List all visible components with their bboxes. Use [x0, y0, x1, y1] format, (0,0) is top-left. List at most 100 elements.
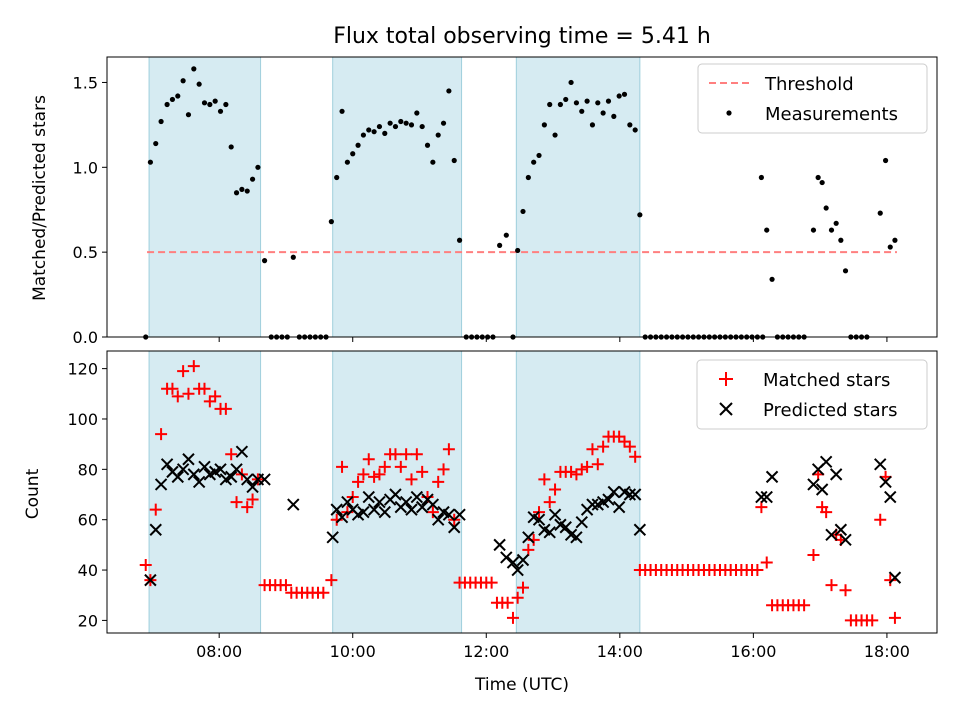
legend-predicted-swatch	[719, 402, 733, 416]
measurement-point	[164, 101, 170, 108]
predicted-star-point	[230, 463, 243, 476]
matched-star-point	[798, 599, 811, 612]
measurement-point	[424, 142, 431, 148]
matched-star-point	[416, 465, 429, 478]
predicted-star-point	[149, 523, 162, 536]
predicted-star-point	[839, 533, 852, 547]
matched-star-point	[410, 448, 423, 461]
top-axis-ticks: 0.0 0.5 1.0 1.5	[73, 73, 888, 347]
predicted-star-point	[246, 480, 259, 494]
matched-star-point	[421, 491, 434, 504]
measurement-point	[584, 98, 590, 104]
measurement-point	[611, 113, 617, 119]
matched-star-point	[336, 460, 349, 473]
predicted-star-point	[341, 495, 354, 509]
predicted-star-point	[874, 458, 887, 471]
matched-star-point	[368, 470, 381, 483]
matched-star-point	[357, 468, 370, 481]
predicted-star-point	[373, 495, 386, 509]
predicted-star-point	[623, 488, 637, 501]
matched-star-point	[362, 453, 375, 466]
predicted-star-point	[362, 490, 375, 504]
measurement-point	[515, 247, 521, 254]
measurement-point	[882, 157, 889, 164]
measurement-point	[344, 159, 350, 165]
matched-star-point	[522, 543, 535, 556]
x-tick-label: 18:00	[864, 642, 910, 661]
measurement-point	[520, 208, 526, 215]
bottom-axes-frame	[106, 350, 938, 634]
matched-star-point	[378, 460, 391, 473]
matched-star-point	[501, 596, 514, 609]
predicted-star-point	[171, 470, 184, 484]
matched-star-point	[543, 496, 556, 509]
predicted-star-point	[326, 531, 339, 544]
measurement-point	[196, 81, 202, 87]
measurement-point	[531, 159, 537, 165]
predicted-star-point	[765, 470, 779, 484]
measurement-point	[838, 237, 844, 243]
matched-star-point	[442, 443, 455, 456]
shaded-interval	[332, 56, 463, 338]
measurement-point	[758, 174, 764, 181]
matched-star-point	[394, 460, 407, 473]
measurement-point	[435, 132, 441, 138]
measurement-point	[355, 142, 361, 148]
measurement-point	[414, 110, 420, 116]
matched-star-point	[570, 468, 583, 481]
matched-star-point	[352, 475, 365, 488]
matched-star-point	[755, 501, 768, 514]
y-tick-label: 60	[78, 511, 98, 530]
predicted-star-point	[825, 528, 838, 542]
matched-star-point	[155, 428, 168, 441]
measurement-point	[217, 108, 224, 114]
shaded-interval	[148, 56, 262, 338]
measurement-point	[823, 205, 829, 211]
predicted-star-point	[198, 460, 211, 474]
top-legend-box	[697, 63, 928, 134]
measurement-point	[366, 127, 372, 133]
predicted-star-point	[410, 490, 424, 504]
predicted-star-point	[575, 516, 588, 529]
predicted-star-point	[335, 510, 349, 524]
matched-star-point	[565, 465, 578, 478]
predicted-star-point	[241, 473, 254, 486]
predicted-star-point	[160, 458, 174, 471]
predicted-star-point	[834, 523, 848, 536]
bottom-y-axis-label: Count	[23, 468, 43, 519]
measurement-point	[833, 220, 839, 226]
matched-star-point	[166, 382, 179, 395]
measurement-point	[382, 130, 388, 136]
matched-star-point	[549, 483, 562, 496]
matched-star-point	[586, 443, 599, 456]
matched-star-point	[581, 460, 594, 473]
measurement-point	[387, 120, 393, 126]
predicted-star-point	[532, 513, 546, 526]
matched-star-point	[575, 463, 588, 476]
shaded-interval	[515, 350, 641, 634]
matched-star-point	[517, 581, 530, 594]
matched-star-point	[866, 614, 879, 627]
predicted-star-point	[405, 503, 418, 516]
predicted-star-point	[389, 488, 402, 501]
matched-star-point	[317, 586, 330, 599]
matched-star-point	[171, 390, 184, 403]
shaded-interval	[148, 350, 262, 634]
predicted-star-point	[367, 503, 381, 516]
legend-matched-swatch	[719, 372, 733, 386]
measurement-point	[191, 66, 197, 72]
predicted-star-point	[884, 490, 897, 504]
matched-star-point	[198, 382, 211, 395]
matched-star-point	[807, 548, 820, 561]
matched-star-point	[230, 496, 243, 509]
matched-star-point	[373, 468, 386, 481]
predicted-star-point	[559, 521, 572, 534]
legend-predicted-label: Predicted stars	[763, 400, 897, 421]
matched-star-point	[389, 448, 402, 461]
measurement-point	[573, 100, 580, 106]
matched-star-point	[279, 579, 292, 592]
matched-star-point	[613, 430, 626, 443]
predicted-star-point	[378, 505, 391, 519]
matched-star-point	[432, 475, 445, 488]
measurement-point	[589, 122, 596, 128]
